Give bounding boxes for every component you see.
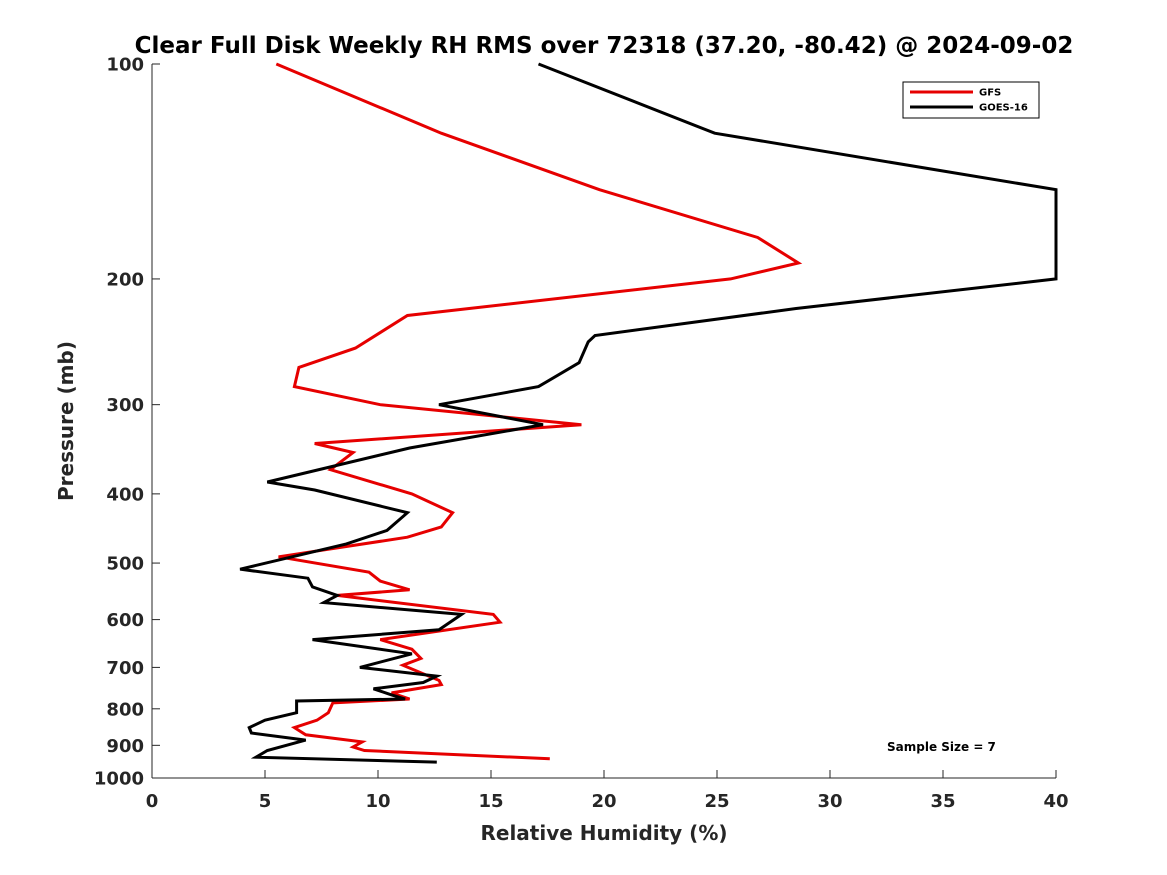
y-tick-label: 400 xyxy=(106,484,144,505)
x-tick-label: 20 xyxy=(591,791,616,812)
y-tick-label: 500 xyxy=(106,554,144,575)
plot-area xyxy=(152,64,1056,778)
x-tick-label: 35 xyxy=(930,791,955,812)
y-tick-label: 800 xyxy=(106,699,144,720)
x-tick-label: 5 xyxy=(259,791,272,812)
series-line-gfs xyxy=(275,62,803,761)
x-tick-label: 0 xyxy=(146,791,159,812)
y-ticks: 100 200 300 400 500 600 700 800 900 1000 xyxy=(94,55,160,790)
y-tick-label: 900 xyxy=(106,736,144,757)
x-tick-label: 15 xyxy=(478,791,503,812)
legend-label-gfs: GFS xyxy=(979,88,1001,99)
x-tick-label: 30 xyxy=(817,791,842,812)
y-tick-label: 200 xyxy=(106,269,144,290)
y-tick-label: 100 xyxy=(106,55,144,76)
x-tick-label: 10 xyxy=(365,791,390,812)
y-tick-label: 1000 xyxy=(94,769,144,790)
x-axis-label: Relative Humidity (%) xyxy=(480,821,727,845)
x-tick-label: 40 xyxy=(1043,791,1068,812)
chart-title: Clear Full Disk Weekly RH RMS over 72318… xyxy=(135,33,1074,59)
y-tick-label: 700 xyxy=(106,658,144,679)
legend-label-goes16: GOES-16 xyxy=(979,103,1028,114)
legend: GFS GOES-16 xyxy=(902,81,1040,119)
x-ticks: 0 5 10 15 20 25 30 35 40 xyxy=(146,770,1069,812)
legend-box xyxy=(902,81,1040,119)
x-tick-label: 25 xyxy=(704,791,729,812)
series-layer xyxy=(239,62,1058,764)
y-tick-label: 300 xyxy=(106,395,144,416)
sample-size-annotation: Sample Size = 7 xyxy=(887,740,996,754)
series-line-goes-16 xyxy=(239,62,1058,764)
y-tick-label: 600 xyxy=(106,610,144,631)
y-axis-label: Pressure (mb) xyxy=(54,341,78,501)
